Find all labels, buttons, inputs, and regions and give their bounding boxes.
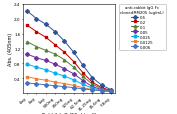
0.1 [101, 88, 103, 90]
Legend: 0.5, 0.2, 0.1, 0.05, 0.025, 0.0125, 0.006: 0.5, 0.2, 0.1, 0.05, 0.025, 0.0125, 0.00… [119, 5, 166, 51]
0.05 [110, 91, 112, 92]
0.1 [73, 67, 75, 68]
0.1 [91, 84, 93, 85]
0.006 [54, 85, 56, 87]
Y-axis label: Abs. (405nm): Abs. (405nm) [8, 33, 13, 65]
0.5 [110, 89, 112, 91]
0.025 [54, 73, 56, 74]
0.05 [45, 60, 47, 62]
0.0125 [63, 83, 65, 85]
0.0125 [73, 85, 75, 86]
0.006 [45, 84, 47, 86]
0.5 [26, 11, 28, 13]
0.006 [82, 88, 84, 90]
0.025 [91, 88, 93, 89]
0.2 [63, 52, 65, 53]
0.006 [73, 87, 75, 89]
0.5 [101, 85, 103, 86]
Line: 0.006: 0.006 [26, 82, 112, 93]
0.006 [63, 86, 65, 88]
0.006 [101, 90, 103, 92]
0.05 [91, 86, 93, 88]
0.5 [54, 32, 56, 33]
0.5 [63, 41, 65, 42]
0.025 [73, 79, 75, 81]
0.2 [54, 45, 56, 46]
0.2 [26, 25, 28, 27]
0.5 [82, 65, 84, 66]
X-axis label: Rabbit IgG (50uL/well): Rabbit IgG (50uL/well) [42, 112, 96, 114]
0.025 [63, 76, 65, 77]
0.006 [110, 91, 112, 92]
0.1 [54, 54, 56, 55]
0.025 [101, 90, 103, 91]
0.2 [82, 72, 84, 74]
0.2 [110, 90, 112, 91]
0.025 [35, 67, 38, 68]
Line: 0.2: 0.2 [26, 25, 112, 92]
0.5 [45, 24, 47, 26]
0.0125 [101, 90, 103, 92]
0.2 [101, 87, 103, 89]
0.2 [45, 37, 47, 39]
0.006 [91, 89, 93, 91]
Line: 0.5: 0.5 [26, 11, 112, 91]
0.0125 [110, 91, 112, 92]
Line: 0.1: 0.1 [26, 41, 112, 92]
0.05 [63, 68, 65, 70]
0.05 [54, 64, 56, 65]
0.05 [26, 54, 28, 55]
0.1 [35, 47, 38, 48]
0.0125 [82, 87, 84, 89]
0.1 [110, 90, 112, 92]
0.05 [73, 74, 75, 75]
0.05 [82, 80, 84, 82]
Line: 0.0125: 0.0125 [26, 76, 112, 93]
0.0125 [35, 78, 38, 80]
0.0125 [91, 89, 93, 91]
0.2 [35, 32, 38, 33]
0.05 [101, 89, 103, 91]
0.0125 [45, 80, 47, 81]
0.0125 [54, 82, 56, 83]
0.006 [35, 84, 38, 85]
0.05 [35, 58, 38, 59]
0.2 [73, 61, 75, 63]
0.5 [73, 52, 75, 53]
0.1 [82, 76, 84, 78]
0.025 [45, 69, 47, 71]
0.025 [82, 84, 84, 85]
0.2 [91, 82, 93, 83]
0.1 [45, 50, 47, 52]
Line: 0.025: 0.025 [26, 63, 112, 93]
0.025 [110, 91, 112, 92]
0.0125 [26, 76, 28, 78]
0.5 [35, 19, 38, 20]
Line: 0.05: 0.05 [26, 53, 112, 93]
0.1 [63, 59, 65, 61]
0.5 [91, 77, 93, 79]
0.025 [26, 64, 28, 65]
0.006 [26, 82, 28, 84]
0.1 [26, 42, 28, 43]
